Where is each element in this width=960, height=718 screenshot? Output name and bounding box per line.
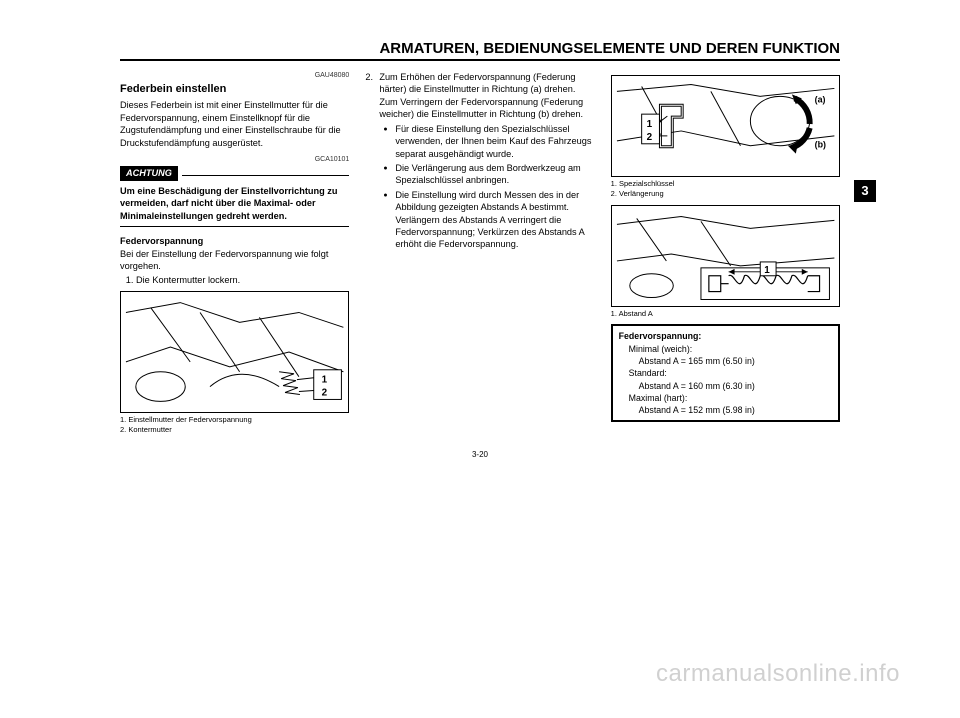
page-container: ARMATUREN, BEDIENUNGSELEMENTE UND DEREN … (120, 40, 840, 459)
bullet-3: Die Einstellung wird durch Messen des in… (395, 189, 594, 251)
fig2-label-a: (a) (814, 94, 825, 104)
spec-box: Federvorspannung: Minimal (weich): Absta… (611, 324, 840, 422)
caution-row: ACHTUNG (120, 166, 349, 182)
content-columns: GAU48080 Federbein einstellen Dieses Fed… (120, 71, 840, 440)
bullet-2: Die Verlängerung aus dem Bordwerkzeug am… (395, 162, 594, 187)
fig3-cap-1: 1. Abstand A (611, 309, 840, 319)
figure-1-caption: 1. Einstellmutter der Federvorspannung 2… (120, 415, 349, 435)
figure-3: 1 (611, 205, 840, 307)
section-heading: Federbein einstellen (120, 82, 349, 97)
column-3: (a) (b) 1 2 1. Spezialschlüssel 2. Verlä… (611, 71, 840, 440)
caution-label: ACHTUNG (120, 166, 178, 180)
caution-end-rule (120, 226, 349, 227)
ref-code-1: GAU48080 (120, 71, 349, 80)
spec-title: Federvorspannung: (619, 330, 832, 342)
spec-std-label: Standard: (619, 367, 832, 379)
caution-text: Um eine Beschädigung der Einstellvorrich… (120, 185, 349, 222)
chapter-tab: 3 (854, 180, 876, 202)
fig1-cap-2: 2. Kontermutter (120, 425, 349, 435)
fig3-label-1: 1 (764, 264, 770, 275)
column-2: 2. Zum Erhöhen der Federvorspannung (Fed… (365, 71, 594, 440)
column-1: GAU48080 Federbein einstellen Dieses Fed… (120, 71, 349, 440)
intro-paragraph: Dieses Federbein ist mit einer Einstellm… (120, 99, 349, 149)
fig1-label-1: 1 (322, 374, 328, 385)
ref-code-2: GCA10101 (120, 155, 349, 164)
bullet-1: Für diese Einstellung den Spezialschlüss… (395, 123, 594, 160)
fig1-label-2: 2 (322, 387, 328, 398)
page-number: 3-20 (120, 450, 840, 459)
step-2-number: 2. (365, 71, 379, 121)
figure-2: (a) (b) 1 2 (611, 75, 840, 177)
figure-3-caption: 1. Abstand A (611, 309, 840, 319)
fig1-cap-1: 1. Einstellmutter der Federvorspannung (120, 415, 349, 425)
fig2-label-b: (b) (814, 140, 825, 150)
sub-text: Bei der Einstellung der Federvorspannung… (120, 248, 349, 273)
fig2-cap-1: 1. Spezialschlüssel (611, 179, 840, 189)
step-2-row: 2. Zum Erhöhen der Federvorspannung (Fed… (365, 71, 594, 121)
steps-list-1: Die Kontermutter lockern. (120, 274, 349, 286)
step-1: Die Kontermutter lockern. (136, 274, 349, 286)
fig2-label-2: 2 (646, 132, 652, 143)
step-2-text: Zum Erhöhen der Federvorspannung (Federu… (379, 71, 594, 121)
spec-std-value: Abstand A = 160 mm (6.30 in) (619, 380, 832, 392)
spec-min-value: Abstand A = 165 mm (6.50 in) (619, 355, 832, 367)
watermark: carmanualsonline.info (656, 660, 900, 688)
figure-1: 1 2 (120, 291, 349, 413)
fig2-cap-2: 2. Verlängerung (611, 189, 840, 199)
page-title: ARMATUREN, BEDIENUNGSELEMENTE UND DEREN … (120, 40, 840, 61)
spec-min-label: Minimal (weich): (619, 343, 832, 355)
bullet-list: Für diese Einstellung den Spezialschlüss… (379, 123, 594, 251)
figure-2-caption: 1. Spezialschlüssel 2. Verlängerung (611, 179, 840, 199)
caution-rule (182, 174, 349, 176)
sub-heading: Federvorspannung (120, 235, 349, 247)
spec-max-label: Maximal (hart): (619, 392, 832, 404)
fig2-label-1: 1 (646, 119, 652, 130)
spec-max-value: Abstand A = 152 mm (5.98 in) (619, 404, 832, 416)
